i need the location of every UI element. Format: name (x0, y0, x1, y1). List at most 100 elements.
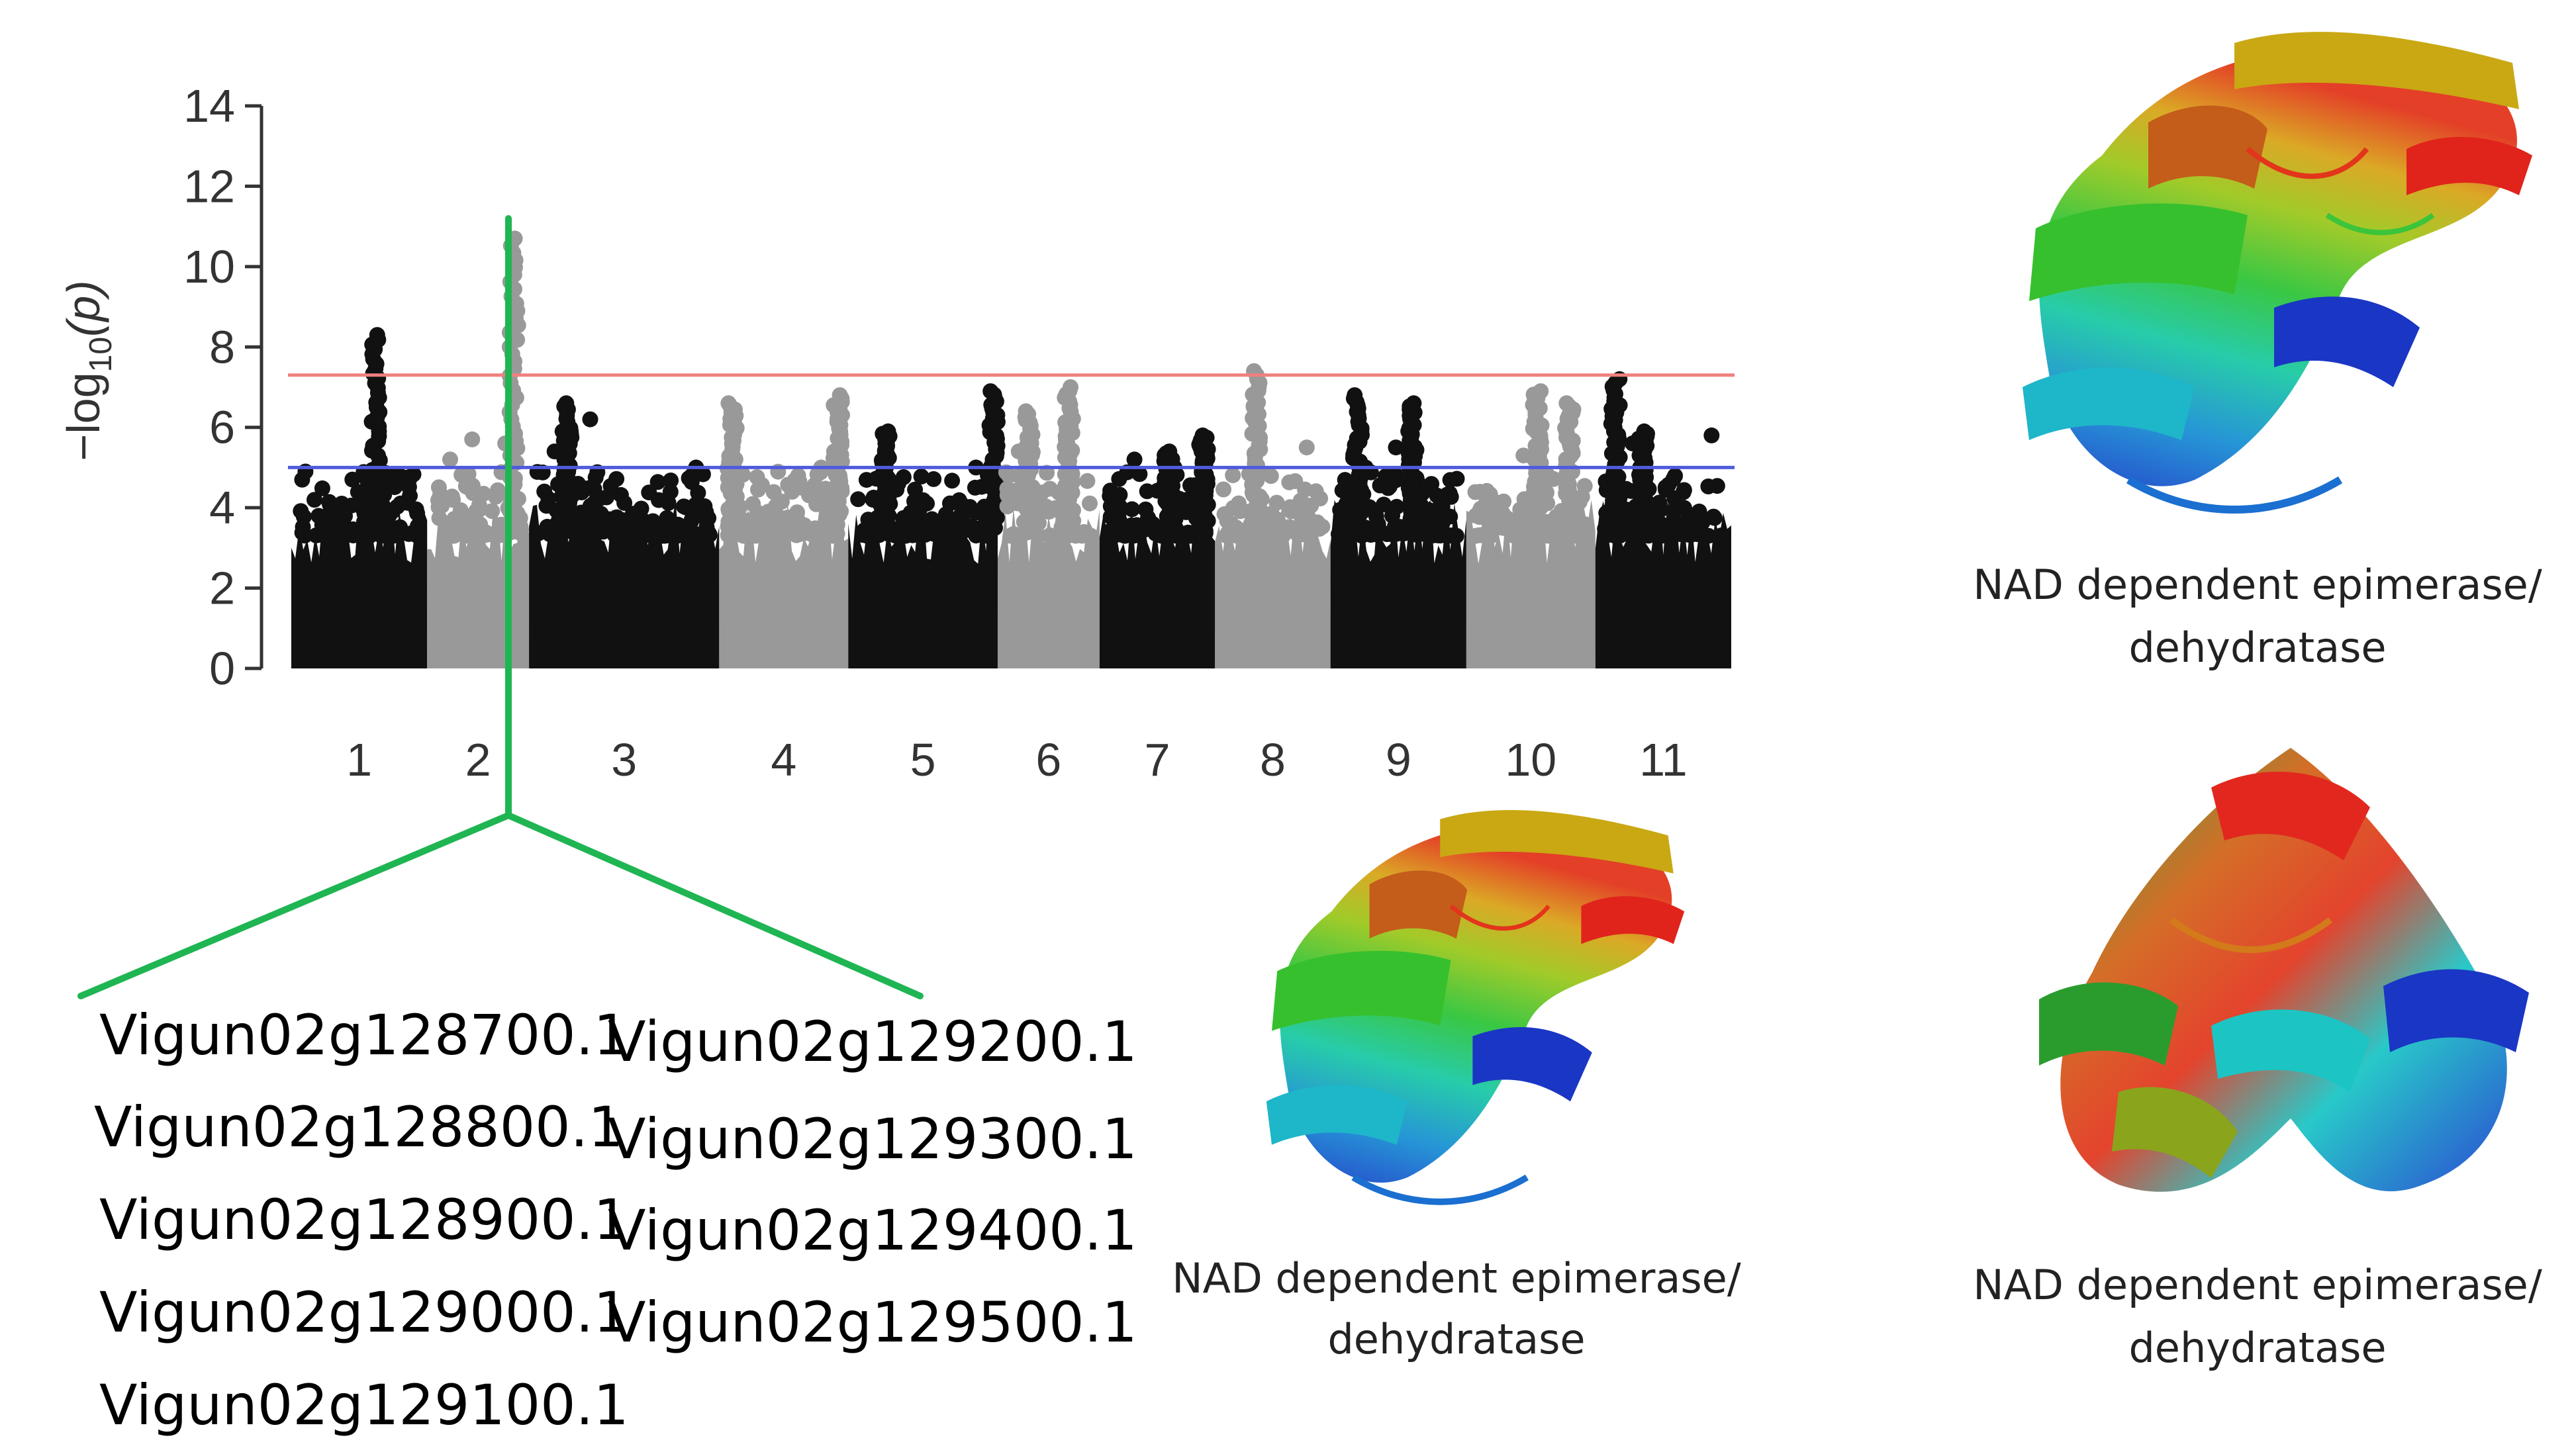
snp-point (1540, 527, 1556, 544)
snp-point (408, 501, 424, 518)
snp-peak-point (1194, 427, 1211, 443)
chromosome-4-points (719, 387, 850, 668)
snp-point (401, 478, 417, 495)
snp-point (651, 492, 667, 508)
chromosome-2-points (427, 230, 530, 668)
snp-point (1298, 439, 1315, 456)
snp-peak-point (1161, 443, 1178, 460)
chromosome-5-points (848, 383, 1006, 668)
snp-point (663, 473, 679, 488)
chromosome-band (719, 502, 849, 668)
snp-point (662, 484, 679, 500)
snp-point (858, 472, 875, 488)
threshold-lines (288, 373, 1735, 469)
chromosome-label: 4 (771, 734, 796, 786)
snp-point (1126, 451, 1143, 468)
snp-point (405, 466, 422, 482)
snp-point (926, 471, 942, 487)
snp-point (1376, 496, 1392, 513)
snp-point (1700, 527, 1717, 544)
gene-label: Vigun02g129100.1 (99, 1373, 629, 1437)
snp-point (321, 494, 338, 510)
y-axis-label: −log10(p) (58, 280, 119, 461)
snp-point (440, 527, 457, 543)
helix-cyan (2211, 1009, 2370, 1092)
snp-peak-point (720, 395, 737, 412)
protein-structure-center (1266, 809, 1685, 1205)
snp-point (773, 493, 790, 510)
protein-structure-bottom-right (2039, 748, 2529, 1192)
snp-point (790, 467, 806, 484)
snp-point (1076, 523, 1092, 540)
loop-strand (2325, 212, 2435, 236)
x-axis-labels: 1 2 3 4 5 6 7 8 9 10 11 (346, 734, 1688, 786)
snp-point (1227, 527, 1243, 543)
chromosome-label: 8 (1260, 734, 1286, 786)
gene-label: Vigun02g129000.1 (99, 1280, 629, 1345)
loop-strand (1351, 1174, 1529, 1205)
snp-point (308, 527, 324, 543)
snp-point (649, 474, 666, 490)
snp-point (319, 527, 336, 543)
y-tick-label: 2 (209, 563, 235, 614)
snp-point (1442, 472, 1458, 488)
snp-point (1263, 468, 1279, 484)
snp-point (1388, 439, 1404, 456)
snp-point (538, 498, 555, 514)
snp-point (345, 521, 361, 537)
protein-caption: dehydratase (1327, 1315, 1585, 1363)
snp-point (1507, 527, 1524, 544)
snp-point (645, 524, 661, 541)
snp-point (1478, 509, 1495, 525)
snp-point (1337, 472, 1353, 488)
snp-point (1442, 508, 1458, 525)
snp-point (1652, 524, 1668, 541)
gene-label: Vigun02g129500.1 (608, 1290, 1137, 1355)
snp-point (1001, 467, 1017, 484)
protein-ribbon (2060, 748, 2507, 1192)
chromosome-label: 11 (1639, 734, 1688, 786)
snp-point (917, 527, 933, 543)
snp-point (760, 504, 777, 520)
snp-point (898, 523, 914, 539)
snp-peak-point (1063, 379, 1078, 395)
snp-point (1111, 471, 1127, 487)
snp-point (464, 431, 481, 447)
callout-left-arm (77, 812, 512, 999)
snp-point (390, 523, 406, 540)
chromosome-band (427, 500, 530, 668)
snp-peak-point (1533, 383, 1549, 400)
chromosome-7-points (1099, 427, 1216, 668)
protein-caption: dehydratase (2128, 1324, 2386, 1372)
snp-point (1478, 482, 1495, 499)
snp-point (1709, 478, 1725, 494)
snp-peak-point (1018, 403, 1034, 420)
snp-peak-point (982, 383, 999, 400)
snp-point (945, 523, 962, 539)
snp-point (1665, 471, 1682, 487)
chromosome-band (1099, 507, 1216, 668)
snp-point (595, 523, 612, 540)
snp-point (310, 508, 327, 524)
snp-point (967, 479, 983, 496)
snp-point (1079, 473, 1096, 489)
snp-point (1041, 480, 1058, 497)
helix-orange (2148, 105, 2267, 189)
snp-point (475, 486, 492, 502)
snp-point (1387, 467, 1404, 483)
loop-strand (2246, 146, 2369, 179)
snp-point (472, 516, 489, 533)
chromosome-6-points (997, 379, 1100, 668)
snp-point (403, 525, 420, 541)
snp-point (696, 498, 713, 514)
snp-point (1424, 516, 1441, 532)
snp-point (484, 503, 501, 520)
chromosome-label: 6 (1035, 734, 1061, 786)
snp-point (1388, 498, 1405, 515)
y-tick-label: 14 (183, 80, 235, 132)
protein-caption: NAD dependent epimerase/ (1973, 561, 2542, 609)
snp-point (468, 503, 485, 520)
snp-point (1683, 523, 1699, 540)
snp-point (295, 519, 311, 535)
